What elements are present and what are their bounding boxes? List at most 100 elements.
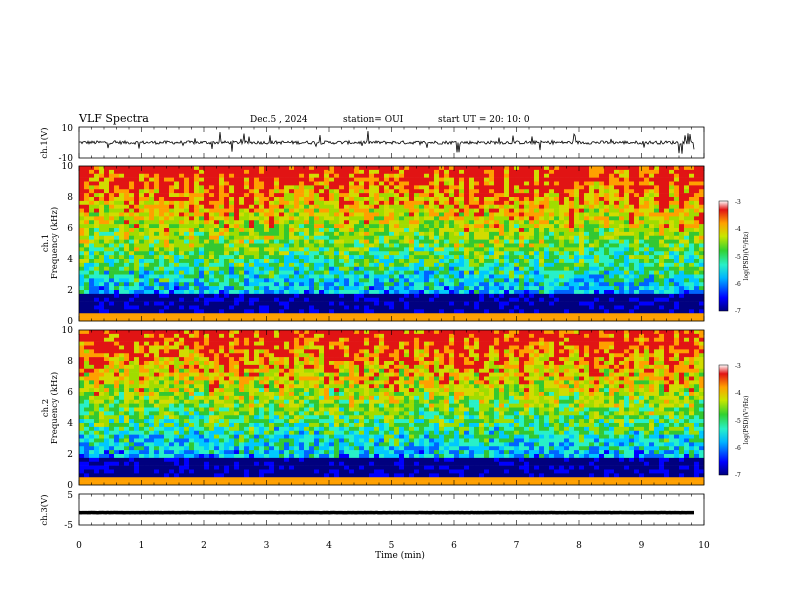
spectrogram-cell — [409, 259, 415, 264]
spectrogram-cell — [294, 220, 300, 225]
spectrogram-cell — [304, 259, 310, 264]
spectrogram-cell — [514, 224, 520, 229]
spectrogram-cell — [159, 212, 165, 217]
spectrogram-cell — [529, 204, 535, 209]
spectrogram-cell — [384, 286, 390, 291]
spectrogram-cell — [454, 313, 460, 318]
spectrogram-cell — [489, 282, 495, 287]
spectrogram-cell — [329, 216, 335, 221]
spectrogram-cell — [424, 220, 430, 225]
spectrogram-cell — [519, 286, 525, 291]
spectrogram-cell — [519, 278, 525, 283]
spectrogram-cell — [209, 224, 215, 229]
spectrogram-cell — [474, 189, 480, 194]
spectrogram-cell — [414, 297, 420, 302]
spectrogram-cell — [664, 181, 670, 186]
spectrogram-cell — [449, 231, 455, 237]
spectrogram-cell — [584, 274, 590, 279]
spectrogram-cell — [559, 212, 565, 217]
spectrogram-cell — [494, 220, 500, 225]
spectrogram-cell — [269, 317, 275, 322]
spectrogram-cell — [289, 228, 295, 233]
spectrogram-cell — [594, 309, 600, 314]
spectrogram-cell — [299, 274, 305, 279]
spectrogram-cell — [324, 305, 330, 310]
spectrogram-cell — [474, 181, 480, 186]
spectrogram-cell — [414, 212, 420, 217]
spectrogram-cell — [204, 317, 210, 322]
spectrogram-cell — [519, 243, 525, 248]
spectrogram-cell — [319, 239, 325, 244]
spectrogram-cell — [419, 177, 425, 182]
spectrogram-cell — [529, 266, 535, 271]
spectrogram-cell — [149, 185, 155, 190]
spectrogram-cell — [274, 278, 280, 283]
spectrogram-cell — [164, 185, 170, 190]
spectrogram-cell — [109, 185, 115, 190]
spectrogram-cell — [569, 228, 575, 233]
spectrogram-cell — [434, 220, 440, 225]
spectrogram-cell — [194, 189, 200, 194]
spectrogram-cell — [454, 293, 460, 299]
spectrogram-cell — [609, 274, 615, 279]
spectrogram-cell — [139, 243, 145, 248]
spectrogram-cell — [159, 290, 165, 295]
spectrogram-cell — [514, 228, 520, 233]
spectrogram-cell — [284, 197, 290, 202]
spectrogram-cell — [339, 278, 345, 283]
spectrogram-cell — [324, 309, 330, 314]
spectrogram-cell — [104, 169, 110, 175]
spectrogram-cell — [154, 185, 160, 190]
spectrogram-cell — [504, 290, 510, 295]
spectrogram-cell — [309, 239, 315, 244]
spectrogram-cell — [279, 247, 285, 252]
spectrogram-cell — [564, 255, 570, 260]
spectrogram-cell — [594, 212, 600, 217]
spectrogram-cell — [484, 293, 490, 299]
spectrogram-cell — [354, 282, 360, 287]
spectrogram-cell — [379, 286, 385, 291]
spectrogram-cell — [554, 216, 560, 221]
spectrogram-cell — [609, 270, 615, 275]
spectrogram-cell — [629, 317, 635, 322]
spectrogram-cell — [509, 228, 515, 233]
spectrogram-cell — [339, 297, 345, 302]
spectrogram-cell — [554, 266, 560, 271]
spectrogram-cell — [449, 266, 455, 271]
spectrogram-cell — [179, 270, 185, 275]
spectrogram-cell — [254, 305, 260, 310]
spectrogram-cell — [659, 243, 665, 248]
spectrogram-cell — [434, 169, 440, 175]
spectrogram-cell — [599, 262, 605, 268]
spectrogram-cell — [79, 239, 85, 244]
spectrogram-cell — [659, 224, 665, 229]
spectrogram-cell — [144, 266, 150, 271]
spectrogram-cell — [104, 231, 110, 237]
spectrogram-cell — [374, 177, 380, 182]
spectrogram-cell — [159, 197, 165, 202]
spectrogram-cell — [394, 169, 400, 175]
spectrogram-cell — [289, 293, 295, 299]
spectrogram-cell — [94, 293, 100, 299]
spectrogram-cell — [394, 197, 400, 202]
spectrogram-cell — [404, 282, 410, 287]
spectrogram-cell — [144, 239, 150, 244]
spectrogram-cell — [394, 200, 400, 206]
spectrogram-cell — [389, 216, 395, 221]
spectrogram-cell — [619, 189, 625, 194]
spectrogram-cell — [349, 173, 355, 178]
spectrogram-cell — [259, 251, 265, 256]
spectrogram-cell — [504, 309, 510, 314]
spectrogram-cell — [649, 282, 655, 287]
spectrogram-cell — [324, 286, 330, 291]
spectrogram-cell — [214, 313, 220, 318]
spectrogram-cell — [259, 243, 265, 248]
spectrogram-cell — [469, 274, 475, 279]
spectrogram-cell — [674, 204, 680, 209]
spectrogram-cell — [124, 262, 130, 268]
spectrogram-cell — [679, 251, 685, 256]
spectrogram-cell — [419, 305, 425, 310]
spectrogram-cell — [399, 290, 405, 295]
spectrogram-cell — [459, 309, 465, 314]
spectrogram-cell — [129, 173, 135, 178]
